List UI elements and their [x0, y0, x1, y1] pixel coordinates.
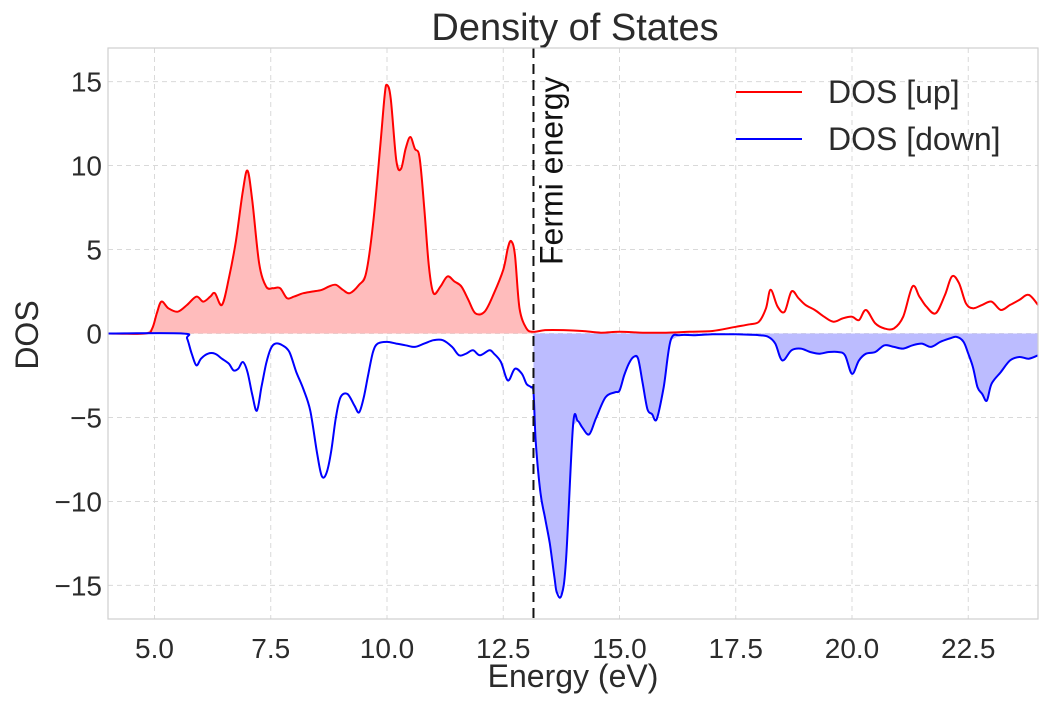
axes — [107, 47, 1039, 620]
y-tick-label: 0 — [86, 319, 102, 350]
x-tick-label: 22.5 — [941, 633, 996, 664]
x-tick-label: 20.0 — [825, 633, 880, 664]
x-tick-label: 17.5 — [709, 633, 764, 664]
chart-title: Density of States — [431, 7, 718, 49]
y-tick-label: −15 — [55, 570, 103, 601]
x-axis-label: Energy (eV) — [488, 658, 659, 694]
legend-label-up: DOS [up] — [828, 74, 960, 110]
x-tick-label: 10.0 — [360, 633, 415, 664]
x-tick-label: 5.0 — [135, 633, 174, 664]
series-lines — [107, 83, 1039, 599]
fermi-energy-label: Fermi energy — [534, 77, 570, 266]
dos-down-line — [107, 332, 1039, 599]
x-tick-label: 12.5 — [476, 633, 531, 664]
y-tick-label: 10 — [71, 151, 102, 182]
y-tick-label: 15 — [71, 67, 102, 98]
dos-down-fill — [533, 333, 1038, 596]
y-tick-label: −5 — [70, 402, 102, 433]
annotations: Fermi energy — [532, 48, 570, 619]
plot-frame — [107, 47, 1039, 620]
x-tick-label: 15.0 — [592, 633, 647, 664]
x-tick-label: 7.5 — [251, 633, 290, 664]
y-axis-label: DOS — [9, 300, 45, 369]
fill-areas — [108, 84, 1038, 596]
dos-up-fill — [108, 84, 534, 334]
legend-label-down: DOS [down] — [828, 121, 1001, 157]
legend: DOS [up] DOS [down] — [736, 74, 1001, 157]
y-tick-label: −10 — [55, 486, 103, 517]
tick-labels: 5.0 7.5 10.0 12.5 15.0 17.5 20.0 22.5 15 10 5 0 −5 −1… — [55, 67, 996, 664]
dos-up-line — [107, 83, 1039, 335]
y-tick-label: 5 — [86, 235, 102, 266]
